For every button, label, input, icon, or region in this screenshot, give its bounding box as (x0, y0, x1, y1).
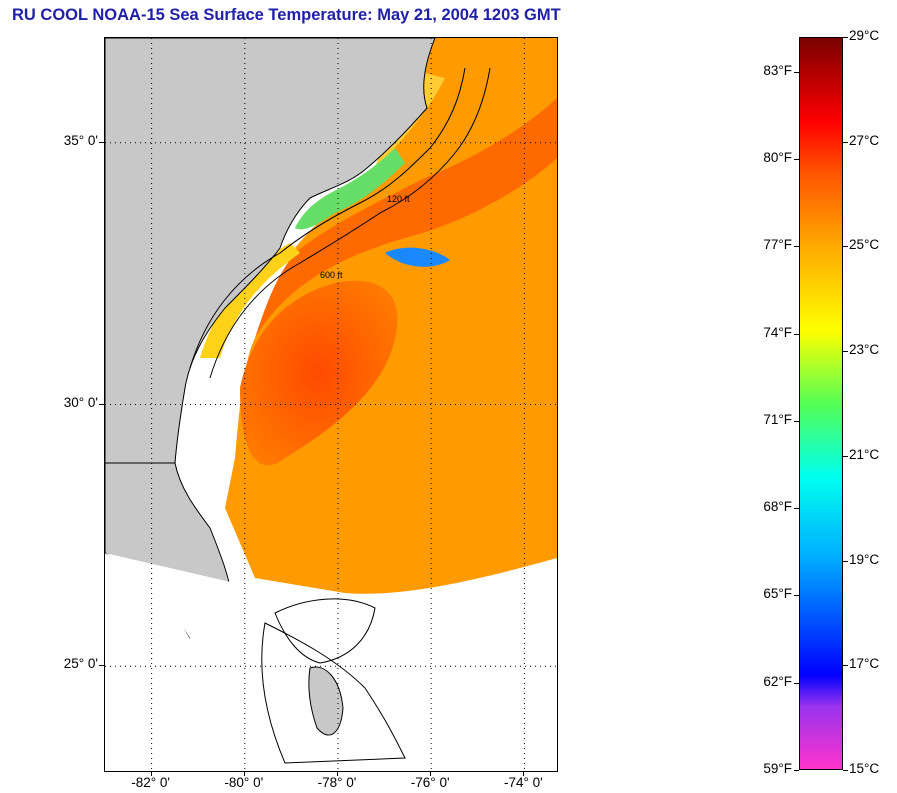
colorbar-celsius-label: 19°C (849, 551, 880, 567)
lat-tick (99, 141, 104, 143)
cool-shelf-water (295, 148, 405, 230)
colorbar-f-tick (794, 508, 799, 510)
bahamas-bank (274, 598, 376, 664)
colorbar-f-tick (794, 420, 799, 422)
land-mass (105, 38, 436, 464)
colorbar-c-tick (843, 351, 848, 353)
lon-label: -76° 0' (410, 775, 450, 790)
gulf-stream (255, 98, 557, 338)
lat-label: 30° 0' (63, 394, 98, 410)
colorbar-celsius-label: 29°C (849, 28, 880, 43)
isobath-120ft (189, 67, 466, 369)
sst-map-canvas: 120 ft 600 ft (105, 38, 557, 771)
colorbar-fahrenheit-label: 80°F (763, 150, 792, 166)
sst-map: 120 ft 600 ft (104, 37, 558, 772)
colorbar-f-tick (794, 333, 799, 335)
colorbar-f-tick (794, 595, 799, 597)
colorbar-fahrenheit-label: 62°F (763, 673, 792, 689)
lon-label: -80° 0' (224, 775, 264, 790)
lon-tick (243, 771, 245, 776)
colorbar-c-tick (843, 455, 848, 457)
isobath-label-120ft: 120 ft (387, 194, 410, 204)
lon-label: -78° 0' (317, 775, 357, 790)
lat-tick (99, 665, 104, 667)
lon-label: -82° 0' (131, 775, 170, 790)
colorbar-celsius-label: 27°C (849, 132, 880, 148)
colorbar-f-tick (794, 682, 799, 684)
shelf-warm (200, 243, 300, 358)
lon-tick (430, 771, 432, 776)
lon-label: -74° 0' (504, 775, 543, 790)
lat-label: 25° 0' (63, 656, 98, 672)
andros-island (308, 666, 344, 736)
colorbar-celsius-label: 25°C (849, 237, 880, 253)
colorbar-f-tick (794, 246, 799, 248)
cloud-cover (105, 553, 557, 771)
colorbar-f-tick (794, 71, 799, 73)
cool-patch (385, 247, 450, 267)
lon-tick (150, 771, 152, 776)
colorbar-fahrenheit-label: 68°F (763, 499, 792, 515)
colorbar-c-tick (843, 37, 848, 38)
lon-tick (523, 771, 525, 776)
colorbar-c-tick (843, 770, 848, 771)
gulf-stream-core (240, 280, 398, 466)
temperature-colorbar (799, 37, 843, 770)
colorbar-f-tick (794, 770, 799, 771)
colorbar-f-tick (794, 159, 799, 161)
colorbar-fahrenheit-label: 59°F (763, 761, 792, 776)
colorbar-fahrenheit-label: 83°F (763, 62, 792, 78)
colorbar-c-tick (843, 141, 848, 143)
isobath-label-600ft: 600 ft (320, 270, 343, 280)
colorbar-celsius-label: 21°C (849, 446, 880, 462)
colorbar-fahrenheit-label: 71°F (763, 411, 792, 427)
colorbar-c-tick (843, 665, 848, 667)
colorbar-c-tick (843, 560, 848, 562)
graticule (105, 38, 557, 771)
isobath-600ft (209, 67, 491, 379)
colorbar-celsius-label: 23°C (849, 342, 880, 358)
lon-tick (336, 771, 338, 776)
lat-tick (99, 403, 104, 405)
colorbar-fahrenheit-label: 74°F (763, 324, 792, 340)
map-title: RU COOL NOAA-15 Sea Surface Temperature:… (12, 6, 561, 24)
lat-label: 35° 0' (63, 132, 98, 148)
bahamas-bank-2 (261, 622, 406, 764)
colorbar-celsius-label: 15°C (849, 761, 880, 776)
colorbar-c-tick (843, 246, 848, 248)
colorbar-fahrenheit-label: 65°F (763, 586, 792, 602)
colorbar-celsius-label: 17°C (849, 656, 880, 672)
colorbar-fahrenheit-label: 77°F (763, 237, 792, 253)
